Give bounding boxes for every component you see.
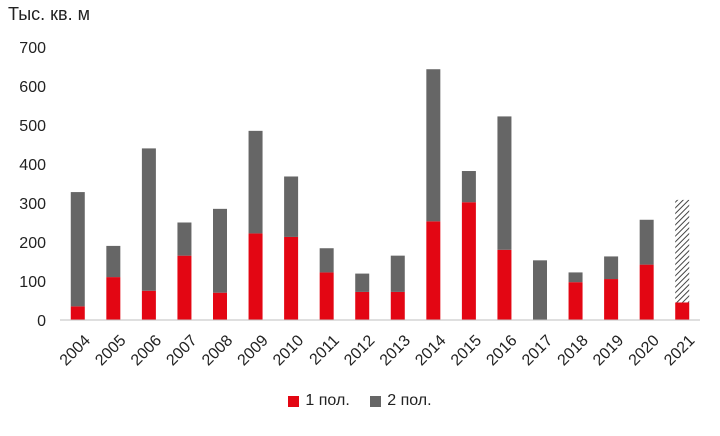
y-tick-label: 500 <box>19 118 46 135</box>
bar-2005-series-2 <box>106 245 121 278</box>
bar-2011-series-2 <box>319 248 334 273</box>
x-tick-label: 2020 <box>626 332 663 369</box>
bar-2015-series-2 <box>461 171 476 203</box>
y-tick-label: 0 <box>37 313 46 330</box>
legend-label-series-1: 1 пол. <box>305 392 350 409</box>
bar-2010-series-1 <box>284 236 299 320</box>
y-tick-label: 400 <box>19 157 46 174</box>
x-tick-label: 2010 <box>270 332 307 369</box>
bar-2007-series-1 <box>177 255 192 320</box>
y-tick-label: 300 <box>19 196 46 213</box>
bar-2013-series-1 <box>390 291 405 320</box>
bar-2006-series-2 <box>141 148 156 291</box>
y-tick-label: 700 <box>19 40 46 57</box>
legend: 1 пол. 2 пол. <box>0 392 720 412</box>
x-tick-label: 2014 <box>412 332 449 369</box>
legend-swatch-series-1 <box>288 395 300 407</box>
bar-2008-series-2 <box>213 208 227 293</box>
legend-item-series-2: 2 пол. <box>370 392 432 410</box>
x-tick-label: 2005 <box>92 332 129 369</box>
bar-2010-series-2 <box>284 176 299 237</box>
bar-2013-series-2 <box>390 255 405 292</box>
y-tick-label: 100 <box>19 274 46 291</box>
x-tick-label: 2011 <box>307 332 343 368</box>
x-tick-label: 2021 <box>661 332 698 369</box>
y-tick-label: 600 <box>19 79 46 96</box>
bar-2016-series-2 <box>497 116 512 250</box>
bar-2019-series-1 <box>604 279 619 320</box>
bar-2014-series-1 <box>426 221 441 320</box>
bar-2008-series-1 <box>213 292 227 320</box>
x-tick-label: 2008 <box>199 332 236 369</box>
bar-2017-series-2 <box>533 260 547 320</box>
x-tick-label: 2004 <box>57 332 94 369</box>
legend-label-series-2: 2 пол. <box>387 392 432 409</box>
y-axis: 0 100 200 300 400 500 600 700 <box>19 40 46 330</box>
bar-2011-series-1 <box>319 272 334 320</box>
x-tick-label: 2007 <box>163 332 200 369</box>
bar-2012-series-2 <box>355 273 370 292</box>
x-tick-label: 2006 <box>128 332 165 369</box>
bar-2009-series-2 <box>248 130 263 234</box>
y-tick-label: 200 <box>19 235 46 252</box>
x-tick-label: 2016 <box>483 332 520 369</box>
x-tick-label: 2009 <box>235 332 272 369</box>
bar-2021-series-1 <box>675 302 690 320</box>
bar-2019-series-2 <box>604 256 619 280</box>
bar-2007-series-2 <box>177 222 192 256</box>
bar-2018-series-1 <box>568 282 583 320</box>
x-tick-label: 2015 <box>448 332 485 369</box>
bar-2015-series-1 <box>461 202 476 320</box>
legend-swatch-series-2 <box>370 395 382 407</box>
x-tick-label: 2017 <box>519 332 556 369</box>
bar-2018-series-2 <box>568 272 583 283</box>
x-tick-label: 2013 <box>377 332 414 369</box>
y-axis-label: Тыс. кв. м <box>8 4 90 24</box>
bar-2012-series-1 <box>355 291 370 320</box>
bar-2005-series-1 <box>106 277 121 320</box>
bar-2009-series-1 <box>248 233 263 320</box>
x-tick-label: 2019 <box>590 332 627 369</box>
bar-2014-series-2 <box>426 69 441 222</box>
bar-2006-series-1 <box>141 290 156 320</box>
bars <box>70 69 690 320</box>
bar-2020-series-1 <box>639 264 654 320</box>
x-tick-label: 2012 <box>341 332 378 369</box>
bar-2004-series-2 <box>70 192 85 307</box>
legend-item-series-1: 1 пол. <box>288 392 350 410</box>
bar-2004-series-1 <box>70 306 85 320</box>
bar-2021-series-2 <box>675 199 690 303</box>
bar-2016-series-1 <box>497 249 512 320</box>
x-tick-label: 2018 <box>555 332 592 369</box>
bar-2020-series-2 <box>639 219 654 265</box>
